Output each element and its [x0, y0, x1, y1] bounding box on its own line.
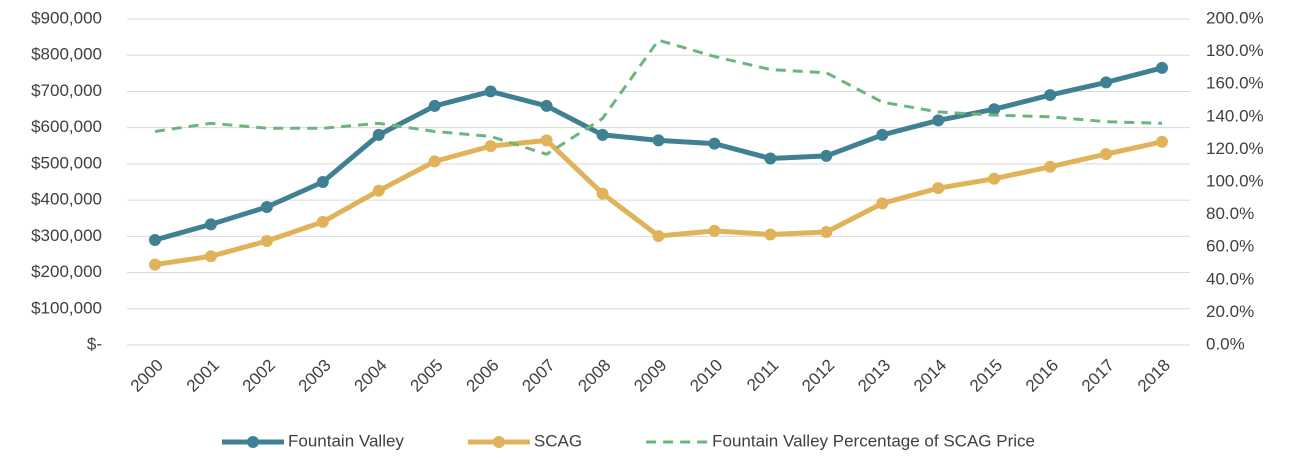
- data-point: [260, 235, 273, 248]
- y2-tick-label: 120.0%: [1206, 139, 1264, 158]
- x-tick-label: 2001: [183, 356, 223, 396]
- x-tick-label: 2010: [686, 356, 726, 396]
- y2-tick-label: 100.0%: [1206, 171, 1264, 190]
- data-point: [708, 224, 721, 237]
- data-point: [932, 182, 945, 195]
- data-point: [540, 134, 553, 147]
- series-line: [154, 38, 1163, 156]
- y-tick-label: $-: [87, 334, 102, 353]
- y-tick-label: $700,000: [31, 81, 102, 100]
- x-tick-label: 2017: [1078, 356, 1118, 396]
- y2-tick-label: 140.0%: [1206, 106, 1264, 125]
- data-point: [484, 140, 497, 153]
- legend-label: Fountain Valley Percentage of SCAG Price: [712, 431, 1035, 450]
- data-point: [1100, 148, 1113, 161]
- data-point: [876, 197, 889, 210]
- x-tick-label: 2009: [630, 356, 670, 396]
- data-point: [596, 128, 609, 141]
- data-point: [652, 229, 665, 242]
- data-point: [876, 128, 889, 141]
- data-point: [148, 258, 161, 271]
- x-tick-label: 2016: [1022, 356, 1062, 396]
- data-point: [820, 225, 833, 238]
- y2-tick-label: 180.0%: [1206, 41, 1264, 60]
- y2-tick-label: 0.0%: [1206, 334, 1245, 353]
- series-line: [154, 137, 1163, 268]
- data-point: [1044, 89, 1057, 102]
- x-tick-label: 2002: [239, 356, 279, 396]
- y-tick-label: $600,000: [31, 117, 102, 136]
- y2-tick-label: 20.0%: [1206, 302, 1254, 321]
- x-tick-label: 2014: [910, 356, 950, 396]
- x-tick-label: 2011: [743, 356, 782, 395]
- y-tick-label: $300,000: [31, 226, 102, 245]
- data-point: [372, 184, 385, 197]
- x-tick-label: 2013: [854, 356, 894, 396]
- data-point: [204, 218, 217, 231]
- y-tick-label: $500,000: [31, 153, 102, 172]
- y-tick-label: $100,000: [31, 298, 102, 317]
- data-point: [652, 134, 665, 147]
- y2-tick-label: 40.0%: [1206, 269, 1254, 288]
- data-point: [316, 215, 329, 228]
- data-point: [764, 152, 777, 165]
- series-line: [154, 65, 1163, 243]
- y-tick-label: $900,000: [31, 8, 102, 27]
- data-point: [932, 114, 945, 127]
- y-tick-label: $800,000: [31, 45, 102, 64]
- data-point: [260, 200, 273, 213]
- legend-label: SCAG: [534, 431, 582, 450]
- y-tick-label: $200,000: [31, 262, 102, 281]
- legend-marker: [247, 436, 259, 448]
- legend-marker: [492, 436, 505, 448]
- x-tick-label: 2008: [574, 356, 614, 396]
- x-tick-label: 2005: [407, 356, 447, 396]
- y2-tick-label: 200.0%: [1206, 8, 1264, 27]
- x-tick-label: 2006: [462, 356, 502, 396]
- y2-tick-label: 160.0%: [1206, 74, 1264, 93]
- data-point: [484, 85, 497, 98]
- data-point: [988, 172, 1001, 185]
- data-point: [820, 149, 833, 162]
- data-point: [372, 128, 385, 141]
- y2-tick-label: 80.0%: [1206, 204, 1254, 223]
- data-point: [596, 187, 609, 200]
- data-point: [204, 250, 217, 263]
- data-point: [988, 103, 1001, 116]
- y2-tick-label: 60.0%: [1206, 237, 1254, 256]
- data-point: [708, 137, 721, 150]
- data-point: [428, 155, 441, 168]
- data-point: [428, 99, 441, 112]
- data-point: [764, 228, 777, 241]
- data-point: [316, 176, 329, 188]
- data-point: [148, 233, 161, 246]
- x-tick-label: 2000: [127, 356, 167, 396]
- x-tick-label: 2003: [295, 356, 335, 396]
- x-tick-label: 2015: [966, 356, 1006, 396]
- data-point: [1156, 61, 1169, 74]
- data-point: [1100, 76, 1113, 89]
- x-tick-label: 2012: [798, 356, 838, 396]
- data-point: [1156, 135, 1169, 148]
- x-tick-label: 2018: [1134, 356, 1174, 396]
- x-tick-label: 2007: [518, 356, 558, 396]
- data-point: [540, 99, 553, 112]
- x-tick-label: 2004: [351, 356, 391, 396]
- legend-label: Fountain Valley: [288, 431, 404, 450]
- data-point: [1044, 160, 1057, 173]
- y-tick-label: $400,000: [31, 190, 102, 209]
